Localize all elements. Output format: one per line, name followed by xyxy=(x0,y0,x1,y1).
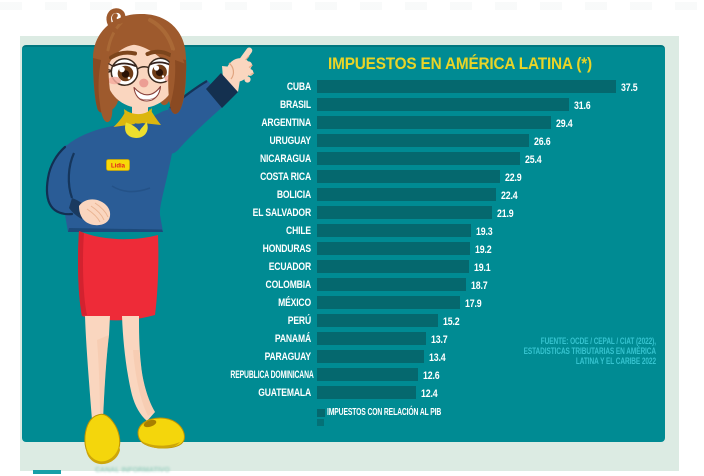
svg-text:Lidia: Lidia xyxy=(111,164,126,170)
